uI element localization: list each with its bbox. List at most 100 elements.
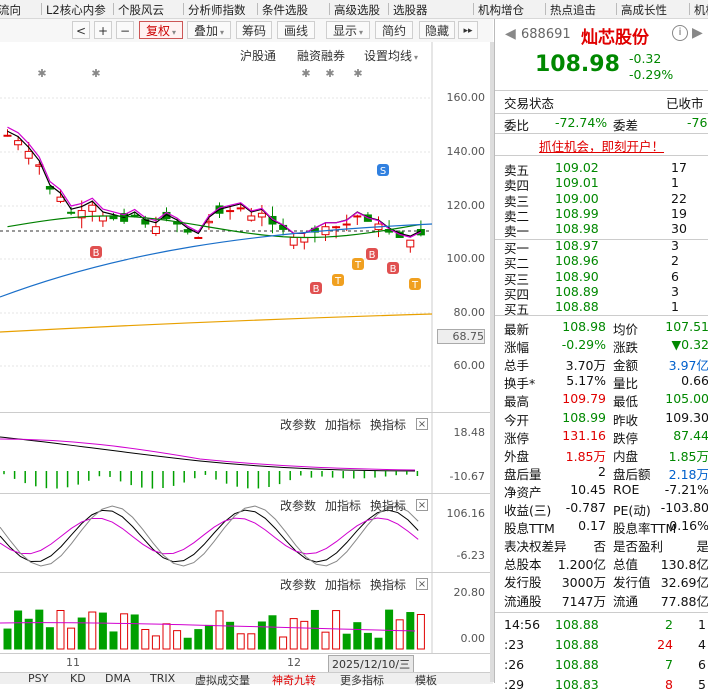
volume-bar	[374, 637, 383, 650]
ask-row[interactable]: 卖三 109.00 22	[495, 191, 708, 209]
top-menu-item[interactable]: 个股风云	[118, 3, 164, 17]
stat-row: 换手* 5.17% 量比 0.66	[495, 373, 708, 391]
tick-row[interactable]: :23 108.88 24 4	[495, 637, 708, 654]
next-stock-icon[interactable]: ▶	[692, 25, 703, 41]
top-menu-item[interactable]: 机构增仓	[478, 3, 524, 17]
info-icon[interactable]: i	[672, 25, 688, 41]
stat-value: 2.18万	[668, 466, 708, 482]
top-menu-item[interactable]: 高级选股	[334, 3, 380, 17]
back-button[interactable]: <	[72, 21, 90, 39]
weicha-value: -76	[687, 115, 708, 130]
param-button[interactable]: 改参数	[280, 578, 317, 592]
bid-row[interactable]: 买三 108.90 6	[495, 269, 708, 287]
close-icon[interactable]: ×	[416, 499, 428, 511]
add-indicator-button[interactable]: 加指标	[325, 418, 362, 432]
trade-status-row: 交易状态 已收市	[495, 93, 708, 111]
top-menu-item[interactable]: 分析师指数	[188, 3, 246, 17]
order-label: 买二	[504, 256, 530, 272]
stat-label: 均价	[613, 322, 639, 337]
order-label: 卖三	[504, 193, 530, 209]
y-tick-label: 0.00	[460, 632, 486, 645]
chips-button[interactable]: 筹码	[236, 21, 272, 39]
indicator-tab[interactable]: DMA	[105, 672, 131, 685]
close-icon[interactable]: ×	[416, 418, 428, 430]
stat-value: 105.00	[665, 391, 708, 407]
kline-chart-pane[interactable]: B B T T B B T S ✱ ✱ ✱ ✱ ✱ 沪股通 融资融券 设置均线 ▾ 160.00 140.0…	[0, 42, 493, 412]
margin-trading-link[interactable]: 融资融券	[297, 49, 346, 63]
volume-bar	[215, 610, 224, 650]
top-menu-item[interactable]: 选股器	[393, 3, 428, 17]
tick-vol: 7	[665, 657, 673, 672]
candle-body	[67, 211, 76, 214]
pane-divider[interactable]	[490, 42, 494, 682]
add-indicator-button[interactable]: 加指标	[325, 499, 362, 513]
prev-stock-icon[interactable]: ◀	[505, 26, 516, 42]
trade-signal	[352, 258, 364, 270]
add-indicator-button[interactable]: 加指标	[325, 578, 362, 592]
switch-indicator-button[interactable]: 换指标	[370, 578, 407, 592]
tick-row[interactable]: :26 108.88 7 6	[495, 657, 708, 674]
bid-row[interactable]: 买四 108.89 3	[495, 284, 708, 302]
volume-bar	[3, 628, 12, 650]
ma-settings-link[interactable]: 设置均线 ▾	[364, 47, 418, 64]
indicator-tab[interactable]: 更多指标	[340, 674, 384, 687]
indicator-pane-1[interactable]: 改参数 加指标 换指标 × 18.48 -10.67	[0, 412, 493, 493]
tick-row[interactable]: :29 108.83 8 5	[495, 677, 708, 694]
event-marker-icon: ✱	[91, 67, 100, 80]
bid-row[interactable]: 买一 108.97 3	[495, 238, 708, 256]
param-button[interactable]: 改参数	[280, 418, 317, 432]
ask-row[interactable]: 卖五 109.02 17	[495, 160, 708, 178]
restore-rights-button[interactable]: 复权 ▾	[139, 21, 183, 39]
ask-row[interactable]: 卖二 108.99 19	[495, 206, 708, 224]
indicator-tab[interactable]: PSY	[28, 672, 49, 685]
ask-row[interactable]: 卖一 108.98 30	[495, 221, 708, 239]
order-label: 买一	[504, 241, 530, 256]
y-tick-label: -6.23	[456, 549, 485, 562]
indicator-pane-2[interactable]: 改参数 加指标 换指标 × 106.16 -6.23	[0, 493, 493, 572]
top-menu-item[interactable]: 热点追击	[550, 3, 596, 17]
close-icon[interactable]: ×	[416, 578, 428, 590]
hide-button[interactable]: 隐藏	[419, 21, 455, 39]
weibi-row: 委比 -72.74% 委差 -76	[495, 115, 708, 133]
zoom-in-button[interactable]: +	[94, 21, 112, 39]
top-menu-item[interactable]: 机构	[694, 3, 708, 17]
tick-row[interactable]: 14:56 108.88 2 1	[495, 617, 708, 634]
fast-forward-icon[interactable]: ▸▸	[458, 21, 478, 39]
top-menu-item[interactable]: 高成长性	[621, 3, 667, 17]
overlay-button[interactable]: 叠加 ▾	[187, 21, 231, 39]
display-button[interactable]: 显示 ▾	[326, 21, 370, 39]
drawing-button[interactable]: 画线	[277, 21, 315, 39]
switch-indicator-button[interactable]: 换指标	[370, 499, 407, 513]
compact-button[interactable]: 简约	[375, 21, 413, 39]
bid-row[interactable]: 买五 108.88 1	[495, 299, 708, 317]
volume-bar	[173, 630, 182, 650]
stat-row: 表决权差异 否是否盈利 是	[495, 536, 708, 554]
divider	[495, 315, 708, 316]
open-account-link[interactable]: 抓住机会，即刻开户！	[539, 139, 665, 154]
volume-bar	[279, 636, 288, 650]
stat-value: 108.98	[562, 319, 606, 334]
zoom-out-button[interactable]: −	[116, 21, 134, 39]
ask-row[interactable]: 卖四 109.01 1	[495, 175, 708, 193]
top-menu-item[interactable]: 条件选股	[262, 3, 308, 17]
indicator-tab[interactable]: 模板	[415, 674, 437, 687]
divider	[495, 612, 708, 613]
top-menu-item[interactable]: 流向	[0, 3, 21, 17]
indicator-tab[interactable]: 虚拟成交量	[195, 674, 250, 687]
switch-indicator-button[interactable]: 换指标	[370, 418, 407, 432]
order-label: 卖五	[504, 163, 530, 178]
indicator-tab[interactable]: 神奇九转	[272, 674, 316, 687]
indicator-tab[interactable]: TRIX	[150, 672, 176, 685]
y-tick-label: 20.80	[453, 586, 486, 599]
bid-row[interactable]: 买二 108.96 2	[495, 253, 708, 272]
order-vol: 1	[671, 175, 679, 191]
param-button[interactable]: 改参数	[280, 499, 317, 513]
order-price: 108.88	[555, 299, 599, 315]
hk-connect-link[interactable]: 沪股通	[240, 49, 277, 63]
indicator-pane-3[interactable]: 改参数 加指标 换指标 × 20.80 0.00	[0, 572, 493, 653]
stat-row: 今开 108.99 昨收 109.30	[495, 410, 708, 428]
indicator-tab[interactable]: KD	[70, 672, 86, 685]
top-menu-item[interactable]: L2核心内参	[46, 3, 106, 17]
stat-label: 最新	[504, 322, 530, 337]
indicator-tabs: PSY KD DMA TRIX 虚拟成交量 神奇九转 更多指标 模板	[0, 672, 493, 687]
